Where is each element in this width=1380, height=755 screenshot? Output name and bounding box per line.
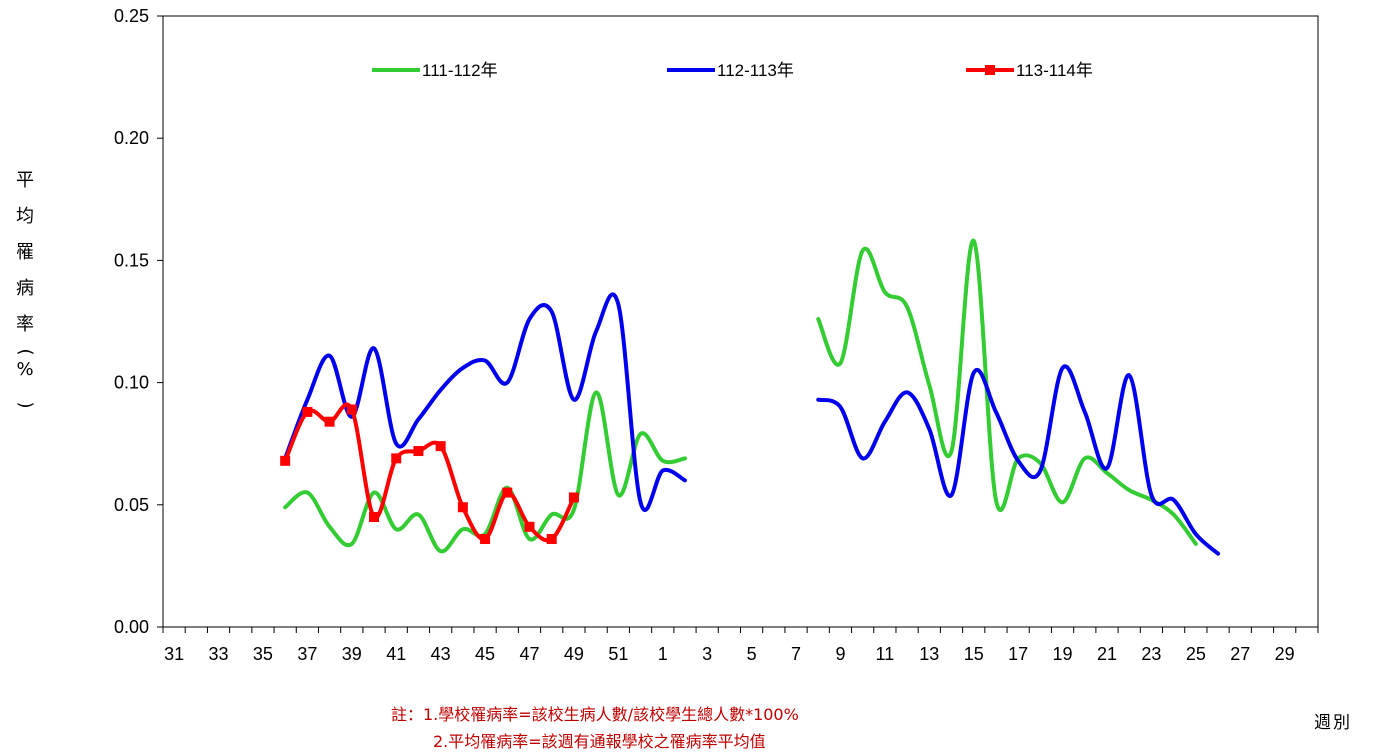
x-tick-label: 27 bbox=[1230, 644, 1250, 664]
x-tick-label: 23 bbox=[1141, 644, 1161, 664]
legend-label: 112-113年 bbox=[717, 61, 794, 80]
note-line-1: 註：1.學校罹病率=該校生病人數/該校學生總人數*100% bbox=[391, 705, 799, 724]
x-tick-label: 29 bbox=[1275, 644, 1295, 664]
x-tick-label: 31 bbox=[164, 644, 184, 664]
x-tick-label: 11 bbox=[876, 644, 895, 664]
legend-label: 113-114年 bbox=[1016, 61, 1093, 80]
data-point bbox=[435, 441, 446, 452]
y-axis-label-char: % bbox=[16, 359, 34, 380]
x-tick-label: 33 bbox=[209, 644, 229, 664]
x-tick-label: 39 bbox=[342, 644, 362, 664]
data-point bbox=[324, 416, 335, 427]
y-tick-label: 0.15 bbox=[114, 250, 149, 270]
x-tick-label: 17 bbox=[1008, 644, 1028, 664]
x-tick-label: 5 bbox=[747, 644, 757, 664]
data-point bbox=[413, 446, 424, 457]
note-line-2: 2.平均罹病率=該週有通報學校之罹病率平均值 bbox=[433, 732, 766, 751]
y-tick-label: 0.20 bbox=[114, 128, 149, 148]
data-point bbox=[302, 406, 313, 417]
x-tick-label: 13 bbox=[919, 644, 939, 664]
data-point bbox=[546, 534, 557, 545]
data-point bbox=[346, 404, 357, 415]
series-2 bbox=[283, 292, 1221, 556]
data-point bbox=[480, 534, 491, 545]
x-tick-label: 15 bbox=[964, 644, 984, 664]
series-line bbox=[283, 390, 687, 554]
y-tick-label: 0.10 bbox=[114, 373, 149, 393]
x-tick-label: 3 bbox=[702, 644, 712, 664]
series-line bbox=[816, 364, 1221, 556]
legend-entry-3: 113-114年 bbox=[966, 61, 1093, 80]
legend-marker bbox=[985, 65, 995, 75]
x-tick-label: 19 bbox=[1053, 644, 1073, 664]
x-tick-label: 47 bbox=[519, 644, 539, 664]
y-axis-label-char: 均 bbox=[16, 206, 34, 227]
x-tick-label: 45 bbox=[475, 644, 495, 664]
x-tick-label: 43 bbox=[431, 644, 451, 664]
x-axis-label: 週別 bbox=[1314, 713, 1352, 733]
data-point bbox=[502, 487, 513, 498]
series-line bbox=[283, 292, 687, 513]
x-tick-label: 35 bbox=[253, 644, 273, 664]
y-axis-label-char: 平 bbox=[16, 170, 34, 191]
x-tick-label: 21 bbox=[1097, 644, 1117, 664]
data-point bbox=[391, 453, 402, 464]
series-1 bbox=[283, 238, 1198, 554]
data-point bbox=[369, 512, 380, 523]
y-tick-label: 0.00 bbox=[114, 617, 149, 637]
x-tick-label: 37 bbox=[297, 644, 317, 664]
x-tick-label: 49 bbox=[564, 644, 584, 664]
y-tick-label: 0.25 bbox=[114, 6, 149, 26]
legend: 111-112年 112-113年 113-114年 bbox=[372, 61, 1093, 80]
series-layer bbox=[280, 238, 1221, 556]
legend-entry-2: 112-113年 bbox=[667, 61, 794, 80]
data-point bbox=[280, 455, 291, 466]
x-tick-label: 9 bbox=[835, 644, 845, 664]
legend-label: 111-112年 bbox=[422, 61, 498, 80]
x-tick-label: 7 bbox=[791, 644, 801, 664]
x-tick-label: 41 bbox=[386, 644, 406, 664]
series-line bbox=[816, 238, 1198, 546]
data-point bbox=[457, 502, 468, 513]
data-point bbox=[524, 521, 535, 532]
data-point bbox=[568, 492, 579, 503]
x-tick-label: 1 bbox=[658, 644, 668, 664]
y-axis-label-char: 率 bbox=[16, 314, 34, 335]
series-3 bbox=[280, 402, 579, 545]
x-tick-label: 51 bbox=[608, 644, 628, 664]
y-axis-label-char: 病 bbox=[16, 278, 34, 299]
y-tick-label: 0.05 bbox=[114, 495, 149, 515]
legend-entry-1: 111-112年 bbox=[372, 61, 498, 80]
y-axis-label-char: ) bbox=[15, 401, 36, 409]
x-tick-label: 25 bbox=[1186, 644, 1206, 664]
y-axis-label-char: 罹 bbox=[16, 242, 34, 263]
